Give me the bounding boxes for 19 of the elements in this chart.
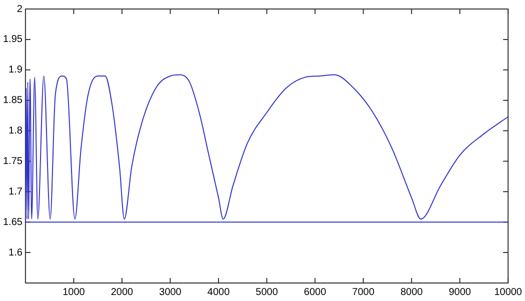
y-tick-label: 1.95: [2, 34, 23, 46]
y-tick-label: 1.65: [2, 216, 23, 228]
y-tick-label: 1.85: [2, 95, 23, 106]
x-tick-label: 8000: [400, 286, 424, 298]
x-tick-label: 2000: [110, 286, 134, 298]
x-tick-label: 7000: [352, 286, 375, 298]
y-tick-label: 1.6: [8, 247, 23, 258]
x-tick-label: 4000: [207, 286, 230, 298]
y-tick-label: 1.75: [2, 156, 23, 167]
x-tick-label: 3000: [159, 286, 182, 298]
y-tick-label: 1.9: [8, 64, 23, 76]
y-tick-label: 1.7: [8, 186, 23, 198]
x-tick-label: 9000: [448, 286, 472, 298]
x-tick-label: 5000: [256, 286, 278, 298]
x-tick-label: 6000: [304, 286, 327, 298]
x-tick-label: 10000: [494, 286, 522, 298]
y-tick-label: 2: [16, 4, 23, 15]
x-tick-label: 1000: [62, 286, 86, 298]
y-tick-label: 1.8: [8, 126, 23, 137]
